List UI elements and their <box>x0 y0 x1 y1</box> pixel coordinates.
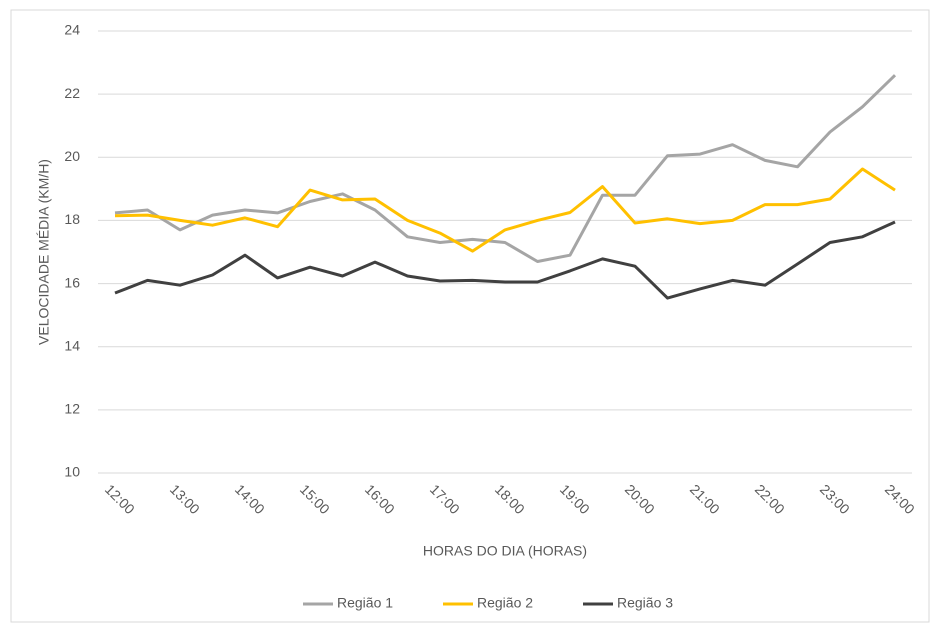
y-axis-title: VELOCIDADE MÉDIA (KM/H) <box>36 159 52 345</box>
chart-border <box>10 9 930 623</box>
series-line <box>114 167 896 253</box>
y-tick-label: 14 <box>64 337 80 353</box>
y-tick-label: 18 <box>64 211 80 227</box>
x-axis-title: HORAS DO DIA (HORAS) <box>423 543 587 559</box>
legend-label: Região 1 <box>337 595 393 611</box>
y-tick-label: 24 <box>64 22 80 38</box>
y-tick-label: 16 <box>64 274 80 290</box>
y-tick-label: 20 <box>64 148 80 164</box>
series-line <box>114 220 896 300</box>
legend-label: Região 2 <box>477 595 533 611</box>
legend-label: Região 3 <box>617 595 673 611</box>
y-tick-label: 12 <box>64 401 80 417</box>
series-line <box>114 74 897 263</box>
y-tick-label: 22 <box>64 85 80 101</box>
y-tick-label: 10 <box>64 464 80 480</box>
